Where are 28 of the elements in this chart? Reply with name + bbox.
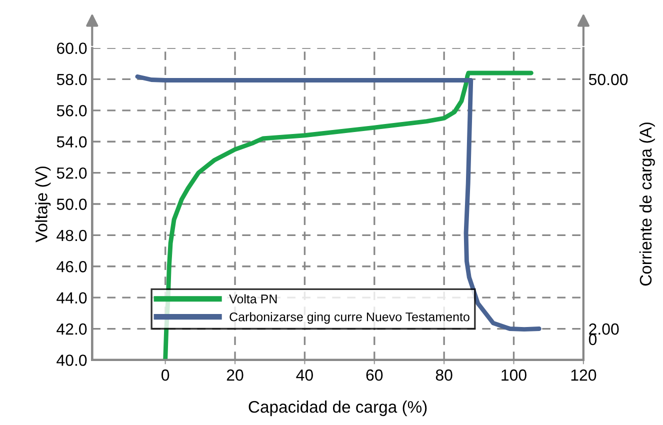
x-tick-label: 0 [162, 369, 170, 381]
y2-tick-label: 2.00 [589, 323, 619, 335]
x-axis-title: Capacidad de carga (%) [248, 400, 427, 416]
y-tick-label: 40.0 [56, 354, 87, 366]
x-tick-label: 80 [436, 369, 452, 381]
y-tick-label: 58.0 [56, 74, 87, 86]
x-tick-label: 120 [571, 369, 596, 381]
y2-tick-label: 50.00 [588, 74, 628, 86]
line-series [135, 74, 542, 332]
x-tick-label: 60 [366, 369, 383, 381]
legend-label: Carbonizarse ging curre Nuevo Testamento [230, 312, 470, 324]
y-tick-label: 60.0 [57, 42, 87, 54]
y-tick-label: 54.0 [56, 136, 87, 148]
legend-label: Volta PN [229, 294, 277, 304]
y-tick-label: 46.0 [56, 261, 87, 272]
y-tick-label: 50.0 [56, 198, 87, 210]
y2-tick-label: 0 [588, 334, 597, 346]
x-tick-label: 20 [226, 369, 244, 381]
x-tick-label: 100 [502, 369, 526, 381]
y2-axis-title: Corriente de carga (A) [639, 122, 655, 286]
line-series [163, 70, 534, 360]
y-tick-label: 48.0 [56, 230, 87, 242]
y-tick-label: 44.0 [56, 292, 87, 304]
y-tick-label: 42.0 [56, 323, 87, 335]
y-tick-label: 56.0 [56, 105, 87, 116]
y-axis-title: Voltaje (V) [35, 166, 51, 242]
x-tick-label: 40 [296, 369, 313, 381]
y-tick-label: 52.0 [56, 167, 87, 179]
